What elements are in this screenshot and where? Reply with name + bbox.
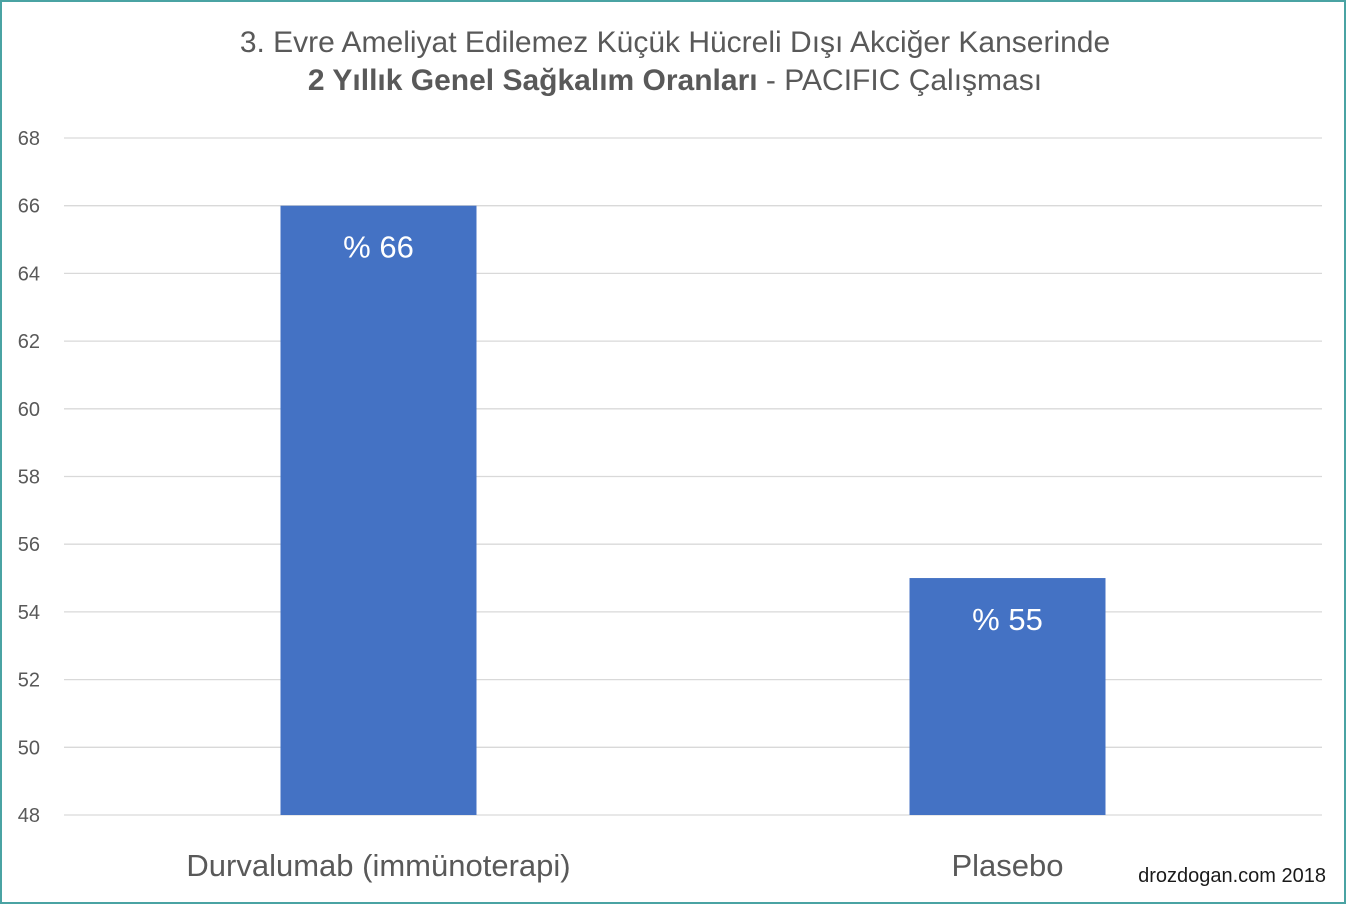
- x-category-label: Durvalumab (immünoterapi): [186, 848, 570, 883]
- chart-title: 3. Evre Ameliyat Edilemez Küçük Hücreli …: [2, 24, 1346, 100]
- data-label: % 55: [972, 602, 1043, 637]
- y-tick-label: 66: [18, 196, 40, 218]
- y-tick-label: 54: [18, 602, 40, 624]
- title-line-1: 3. Evre Ameliyat Edilemez Küçük Hücreli …: [239, 26, 1111, 59]
- credit-text: drozdogan.com 2018: [1138, 865, 1326, 887]
- data-label: % 66: [343, 230, 414, 265]
- title-line-2-rest: - PACIFIC Çalışması: [757, 64, 1043, 97]
- title-line-2-bold: 2 Yıllık Genel Sağkalım Oranları: [307, 64, 758, 97]
- y-tick-label: 48: [18, 805, 40, 827]
- bar: [280, 205, 477, 815]
- y-tick-label: 64: [18, 263, 40, 285]
- y-tick-label: 60: [18, 399, 40, 421]
- y-tick-label: 52: [18, 670, 40, 692]
- y-tick-label: 56: [18, 534, 40, 556]
- y-tick-label: 62: [18, 331, 40, 353]
- bar: [909, 578, 1106, 815]
- x-category-label: Plasebo: [951, 848, 1063, 883]
- y-tick-label: 68: [18, 128, 40, 150]
- title-line-2: 2 Yıllık Genel Sağkalım Oranları - PACIF…: [2, 62, 1346, 100]
- y-tick-label: 58: [18, 467, 40, 489]
- y-tick-label: 50: [18, 737, 40, 759]
